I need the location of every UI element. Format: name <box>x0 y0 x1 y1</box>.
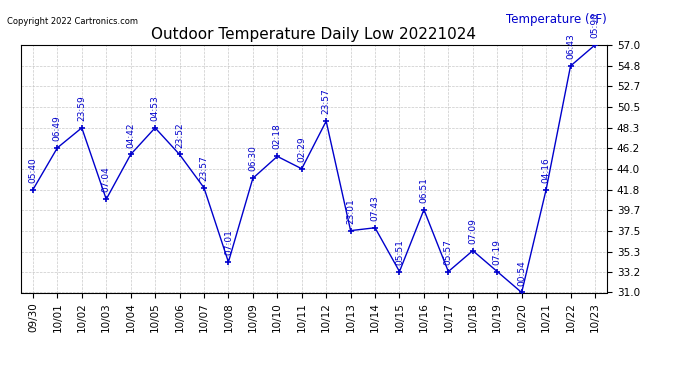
Text: 04:42: 04:42 <box>126 122 135 147</box>
Text: 06:51: 06:51 <box>420 177 428 203</box>
Text: 23:01: 23:01 <box>346 198 355 223</box>
Text: 07:43: 07:43 <box>371 195 380 221</box>
Text: 05:40: 05:40 <box>28 157 37 183</box>
Text: 05:51: 05:51 <box>395 239 404 265</box>
Text: 02:29: 02:29 <box>297 136 306 162</box>
Title: Outdoor Temperature Daily Low 20221024: Outdoor Temperature Daily Low 20221024 <box>151 27 477 42</box>
Text: 07:04: 07:04 <box>101 166 110 192</box>
Text: 06:30: 06:30 <box>248 146 257 171</box>
Text: 07:01: 07:01 <box>224 229 233 255</box>
Text: 23:57: 23:57 <box>322 88 331 114</box>
Text: 07:19: 07:19 <box>493 239 502 265</box>
Text: 02:18: 02:18 <box>273 124 282 149</box>
Text: 07:09: 07:09 <box>469 218 477 244</box>
Text: Copyright 2022 Cartronics.com: Copyright 2022 Cartronics.com <box>7 17 138 26</box>
Text: 23:52: 23:52 <box>175 122 184 147</box>
Text: 06:49: 06:49 <box>53 115 62 141</box>
Text: 05:90: 05:90 <box>591 12 600 38</box>
Text: 05:57: 05:57 <box>444 239 453 265</box>
Text: Temperature (°F): Temperature (°F) <box>506 13 607 26</box>
Text: 23:59: 23:59 <box>77 95 86 121</box>
Text: 06:43: 06:43 <box>566 33 575 59</box>
Text: 04:53: 04:53 <box>150 95 159 121</box>
Text: 04:16: 04:16 <box>542 157 551 183</box>
Text: 23:57: 23:57 <box>199 155 208 181</box>
Text: 00:54: 00:54 <box>518 260 526 285</box>
